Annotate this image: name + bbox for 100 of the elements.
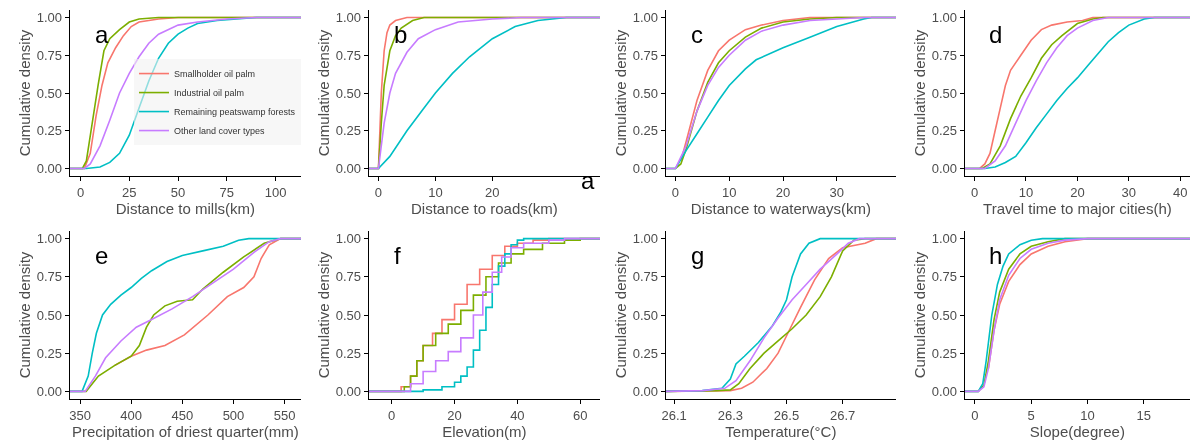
y-axis-title: Cumulative density	[911, 251, 929, 379]
x-tick-label: 20	[1070, 184, 1085, 200]
x-tick-label: 26.7	[830, 407, 856, 423]
y-tick-label: 0.25	[632, 345, 659, 361]
y-tick-label: 0.00	[335, 161, 362, 176]
y-axis-title: Cumulative density	[612, 251, 630, 379]
y-tick-label: 0.00	[36, 161, 63, 176]
x-tick-label: 500	[222, 407, 245, 423]
y-tick-label: 1.00	[931, 10, 958, 26]
x-tick-label: 10	[1080, 407, 1095, 423]
annotation: f	[394, 242, 401, 269]
y-tick-label: 1.00	[632, 231, 659, 247]
x-tick-label: 75	[219, 184, 235, 200]
x-axis-title: Precipitation of driest quarter(mm)	[72, 422, 299, 440]
y-tick-label: 0.50	[931, 85, 958, 101]
x-tick-label: 15	[1136, 407, 1152, 423]
y-axis-title: Cumulative density	[911, 29, 929, 157]
y-tick-label: 0.50	[36, 307, 63, 323]
x-tick-label: 20	[447, 407, 462, 423]
x-tick-label: 400	[120, 407, 143, 423]
y-tick-label: 0.75	[632, 269, 659, 285]
x-tick-label: 20	[485, 184, 500, 200]
x-tick-label: 40	[510, 407, 525, 423]
y-tick-label: 0.25	[36, 345, 63, 361]
x-tick-label: 26.3	[717, 407, 744, 423]
y-tick-label: 0.75	[931, 269, 958, 285]
y-tick-label: 0.75	[36, 47, 63, 63]
x-tick-label: 10	[428, 184, 443, 200]
x-tick-label: 40	[1173, 184, 1188, 200]
annotation: d	[989, 21, 1003, 48]
annotation: c	[691, 21, 703, 48]
x-tick-label: 0	[388, 407, 396, 423]
y-tick-label: 0.25	[335, 123, 362, 139]
y-axis-title: Cumulative density	[315, 251, 333, 379]
x-axis-title: Distance to mills(km)	[115, 199, 255, 217]
x-tick-label: 5	[1027, 407, 1035, 423]
legend-label: Smallholder oil palm	[174, 69, 256, 80]
y-tick-label: 1.00	[632, 10, 659, 26]
y-tick-label: 0.50	[632, 85, 659, 101]
legend-label: Industrial oil palm	[174, 88, 245, 99]
x-tick-label: 350	[69, 407, 91, 423]
annotation: b	[394, 21, 408, 48]
x-tick-label: 30	[1121, 184, 1137, 200]
y-tick-label: 0.75	[36, 269, 63, 285]
y-tick-label: 0.75	[335, 269, 362, 285]
y-tick-label: 1.00	[36, 10, 63, 26]
x-tick-label: 50	[170, 184, 186, 200]
y-tick-label: 0.50	[632, 307, 659, 323]
y-axis-title: Cumulative density	[315, 29, 333, 157]
x-tick-label: 0	[970, 184, 979, 200]
y-tick-label: 0.50	[931, 307, 958, 323]
y-tick-label: 1.00	[335, 10, 362, 26]
x-axis-title: Travel time to major cities(h)	[983, 199, 1172, 217]
x-tick-label: 10	[1018, 184, 1034, 200]
y-tick-label: 0.25	[931, 345, 958, 361]
y-tick-label: 0.00	[335, 383, 362, 399]
y-tick-label: 0.25	[931, 123, 958, 139]
x-tick-label: 60	[572, 407, 588, 423]
y-tick-label: 1.00	[36, 231, 63, 247]
y-tick-label: 0.00	[36, 383, 63, 399]
x-tick-label: 0	[374, 184, 383, 200]
y-tick-label: 0.00	[632, 383, 659, 399]
x-axis-title: Distance to roads(km)	[411, 199, 558, 217]
x-tick-label: 25	[122, 184, 137, 200]
y-tick-label: 0.25	[36, 123, 63, 139]
x-axis-title: Elevation(m)	[442, 422, 527, 440]
x-tick-label: 10	[722, 184, 737, 200]
y-tick-label: 0.00	[931, 161, 958, 176]
legend-label: Remaining peatswamp forests	[174, 107, 296, 118]
annotation: a	[95, 21, 109, 48]
x-tick-label: 0	[76, 184, 85, 200]
annotation: h	[989, 242, 1003, 269]
x-tick-label: 100	[264, 184, 287, 200]
y-tick-label: 0.25	[335, 345, 362, 361]
x-tick-label: 20	[775, 184, 791, 200]
y-axis-title: Cumulative density	[16, 251, 34, 379]
y-tick-label: 0.75	[632, 47, 659, 63]
y-axis-title: Cumulative density	[16, 29, 34, 157]
y-tick-label: 0.00	[632, 161, 659, 176]
y-tick-label: 0.75	[931, 47, 958, 63]
annotation: g	[691, 242, 705, 269]
x-axis-title: Slope(degree)	[1029, 422, 1125, 440]
y-tick-label: 0.25	[632, 123, 659, 139]
y-tick-label: 0.75	[335, 47, 362, 63]
x-tick-label: 0	[971, 407, 979, 423]
y-axis-title: Cumulative density	[612, 29, 630, 157]
y-tick-label: 0.50	[335, 307, 362, 323]
x-tick-label: 450	[171, 407, 194, 423]
x-tick-label: 550	[273, 407, 296, 423]
x-axis-title: Distance to waterways(km)	[690, 199, 871, 217]
x-axis-title: Temperature(°C)	[725, 422, 837, 440]
x-tick-label: 26.1	[661, 407, 687, 423]
x-tick-label: 26.5	[773, 407, 800, 423]
x-tick-label: 30	[829, 184, 845, 200]
y-tick-label: 0.00	[931, 383, 958, 399]
y-tick-label: 1.00	[335, 231, 362, 247]
x-tick-label: 0	[671, 184, 680, 200]
y-tick-label: 0.50	[335, 85, 362, 101]
annotation: e	[95, 242, 109, 269]
legend-label: Other land cover types	[174, 126, 266, 137]
